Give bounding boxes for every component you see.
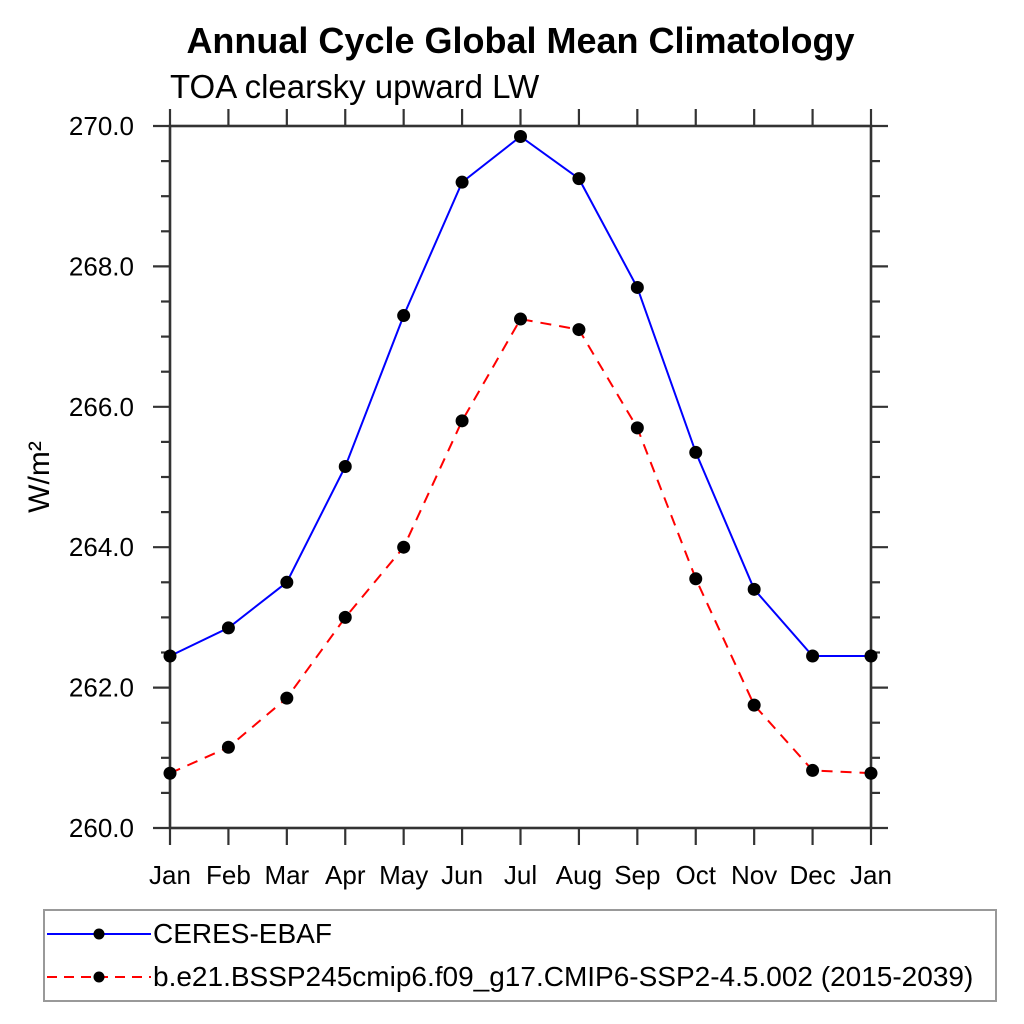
x-tick-label: Jan	[149, 860, 191, 890]
data-point-marker	[630, 421, 644, 435]
legend-label-model: b.e21.BSSP245cmip6.f09_g17.CMIP6-SSP2-4.…	[153, 961, 974, 992]
data-point-marker	[806, 763, 820, 777]
y-tick-label: 260.0	[69, 813, 134, 843]
data-point-marker	[397, 309, 411, 323]
legend-line-sample-dashed	[47, 971, 151, 983]
x-tick-label: Jul	[504, 860, 537, 890]
data-point-marker	[747, 698, 761, 712]
data-point-marker	[455, 175, 469, 189]
axis-frame	[168, 124, 873, 830]
y-tick-label: 270.0	[69, 111, 134, 141]
data-point-marker	[806, 649, 820, 663]
x-tick-label: Sep	[614, 860, 660, 890]
x-tick-label: Jan	[850, 860, 892, 890]
x-tick-label: May	[379, 860, 428, 890]
data-point-marker	[747, 582, 761, 596]
legend-line-sample-solid	[47, 928, 151, 940]
x-tick-label: Nov	[731, 860, 777, 890]
data-point-marker	[689, 572, 703, 586]
data-point-marker	[163, 649, 177, 663]
x-tick-label: Aug	[556, 860, 602, 890]
data-point-marker	[221, 621, 235, 635]
series-line-0	[169, 135, 871, 657]
data-point-marker	[221, 740, 235, 754]
data-point-marker	[630, 280, 644, 294]
data-point-marker	[572, 172, 586, 186]
y-tick-label: 266.0	[69, 392, 134, 422]
series-line-1	[169, 317, 872, 775]
data-point-marker	[397, 540, 411, 554]
data-point-marker	[280, 691, 294, 705]
x-tick-label: Dec	[789, 860, 835, 890]
x-tick-label: Mar	[264, 860, 309, 890]
data-point-marker	[514, 130, 527, 144]
data-point-marker	[455, 414, 469, 428]
y-tick-label: 262.0	[69, 673, 134, 703]
data-point-marker	[689, 445, 703, 459]
data-point-marker	[864, 766, 878, 780]
x-tick-label: Oct	[676, 860, 717, 890]
chart-title: Annual Cycle Global Mean Climatology	[186, 20, 855, 61]
data-point-marker	[280, 575, 294, 589]
legend-box: CERES-EBAF b.e21.BSSP245cmip6.f09_g17.CM…	[43, 909, 997, 1002]
legend-label-ceres: CERES-EBAF	[153, 918, 332, 949]
x-tick-label: Apr	[325, 860, 366, 890]
data-point-marker	[514, 312, 527, 326]
data-point-marker	[572, 323, 586, 337]
legend-item: b.e21.BSSP245cmip6.f09_g17.CMIP6-SSP2-4.…	[45, 957, 995, 997]
legend-item: CERES-EBAF	[45, 914, 995, 954]
y-tick-label: 264.0	[69, 532, 134, 562]
data-point-marker	[338, 610, 352, 624]
data-point-marker	[864, 649, 878, 663]
data-point-marker	[163, 766, 177, 780]
y-tick-label: 268.0	[69, 251, 134, 281]
chart-subtitle: TOA clearsky upward LW	[170, 68, 540, 105]
x-tick-label: Jun	[441, 860, 483, 890]
x-tick-label: Feb	[206, 860, 251, 890]
data-point-marker	[338, 459, 352, 473]
